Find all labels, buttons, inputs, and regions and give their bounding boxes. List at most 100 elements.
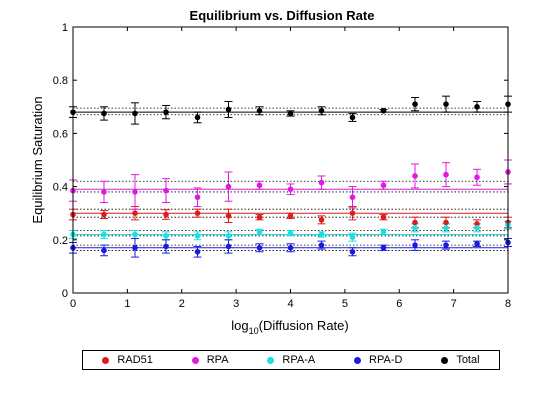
rpa-point — [350, 194, 356, 200]
rpa-point — [319, 180, 325, 186]
legend: RAD51 RPA RPA-A RPA-D Total — [82, 350, 500, 370]
rpa-point — [412, 173, 418, 179]
x-tick-label: 3 — [233, 298, 239, 310]
rpa-d-point — [319, 242, 325, 248]
legend-item: RPA-D — [354, 354, 402, 366]
y-tick-label: 0 — [62, 288, 68, 300]
rpa-a-point — [226, 233, 232, 239]
y-tick-label: 0.4 — [53, 182, 68, 194]
total-point — [443, 101, 449, 107]
legend-marker-icon — [267, 357, 274, 364]
rpa-point — [288, 186, 294, 192]
rpa-point — [381, 182, 387, 188]
rad51-point — [163, 212, 169, 218]
chart-title: Equilibrium vs. Diffusion Rate — [190, 8, 375, 23]
x-axis-label: log10(Diffusion Rate) — [231, 318, 348, 336]
legend-item: RPA-A — [267, 354, 315, 366]
rpa-d-point — [381, 245, 387, 251]
total-point — [101, 111, 107, 117]
x-tick-label: 6 — [396, 298, 402, 310]
legend-marker-icon — [102, 357, 109, 364]
rpa-a-point — [288, 230, 294, 236]
rpa-a-point — [381, 229, 387, 235]
x-tick-label: 0 — [70, 298, 76, 310]
total-point — [195, 115, 201, 121]
y-tick-label: 0.2 — [53, 235, 68, 247]
rpa-point — [101, 189, 107, 195]
rad51-point — [257, 214, 263, 220]
total-point — [226, 107, 232, 113]
total-point — [288, 111, 294, 117]
rpa-a-point — [257, 229, 263, 235]
rpa-d-point — [226, 244, 232, 250]
rad51-point — [381, 214, 387, 220]
rpa-a-point — [443, 225, 449, 231]
rpa-a-point — [163, 233, 169, 239]
plot-frame — [73, 27, 508, 293]
legend-label: RPA-D — [369, 354, 402, 366]
legend-label: RAD51 — [117, 354, 152, 366]
rpa-d-point — [257, 245, 263, 251]
rpa-a-point — [319, 232, 325, 238]
rad51-point — [412, 220, 418, 226]
rpa-a-point — [474, 225, 480, 231]
legend-item: RAD51 — [102, 354, 152, 366]
total-point — [412, 101, 418, 107]
rpa-d-point — [101, 248, 107, 254]
rpa-d-point — [350, 249, 356, 255]
total-point — [319, 108, 325, 114]
y-axis-label: Equilibrium Saturation — [30, 96, 45, 223]
y-tick-label: 0.6 — [53, 128, 68, 140]
legend-item: RPA — [192, 354, 229, 366]
rpa-d-point — [163, 244, 169, 250]
x-tick-label: 1 — [124, 298, 130, 310]
rad51-point — [226, 213, 232, 219]
x-tick-label: 4 — [287, 298, 293, 310]
legend-label: RPA-A — [282, 354, 315, 366]
rpa-d-point — [412, 242, 418, 248]
x-tick-label: 5 — [342, 298, 348, 310]
total-point — [132, 111, 138, 117]
rpa-a-point — [350, 234, 356, 240]
legend-marker-icon — [192, 357, 199, 364]
rad51-point — [319, 217, 325, 223]
rad51-point — [101, 212, 107, 218]
legend-marker-icon — [354, 357, 361, 364]
rpa-d-point — [474, 241, 480, 247]
total-point — [257, 108, 263, 114]
total-point — [381, 108, 387, 114]
y-tick-label: 1 — [62, 22, 68, 34]
rpa-point — [132, 189, 138, 195]
rpa-a-point — [412, 225, 418, 231]
x-tick-label: 7 — [451, 298, 457, 310]
rad51-point — [350, 210, 356, 216]
rad51-point — [132, 210, 138, 216]
rpa-point — [163, 188, 169, 194]
rad51-point — [195, 210, 201, 216]
fit-bands — [73, 108, 508, 250]
rpa-a-point — [195, 233, 201, 239]
rpa-d-point — [195, 249, 201, 255]
rpa-d-point — [443, 242, 449, 248]
legend-label: Total — [456, 354, 479, 366]
rpa-point — [257, 182, 263, 188]
rpa-d-point — [132, 245, 138, 251]
total-point — [163, 109, 169, 115]
total-point — [350, 115, 356, 121]
x-tick-label: 8 — [505, 298, 511, 310]
rpa-a-point — [132, 232, 138, 238]
total-point — [474, 104, 480, 110]
rpa-point — [474, 174, 480, 180]
legend-label: RPA — [207, 354, 229, 366]
legend-item: Total — [441, 354, 479, 366]
rpa-d-point — [288, 245, 294, 251]
y-tick-label: 0.8 — [53, 75, 68, 87]
rpa-a-point — [101, 232, 107, 238]
x-tick-label: 2 — [179, 298, 185, 310]
rad51-point — [288, 213, 294, 219]
axis-ticks: 0 1 2 3 4 5 6 7 8 0 0.2 0.4 0.6 0.8 1 — [53, 22, 511, 310]
rpa-point — [443, 172, 449, 178]
rpa-point — [226, 184, 232, 190]
rpa-point — [195, 194, 201, 200]
legend-marker-icon — [441, 357, 448, 364]
